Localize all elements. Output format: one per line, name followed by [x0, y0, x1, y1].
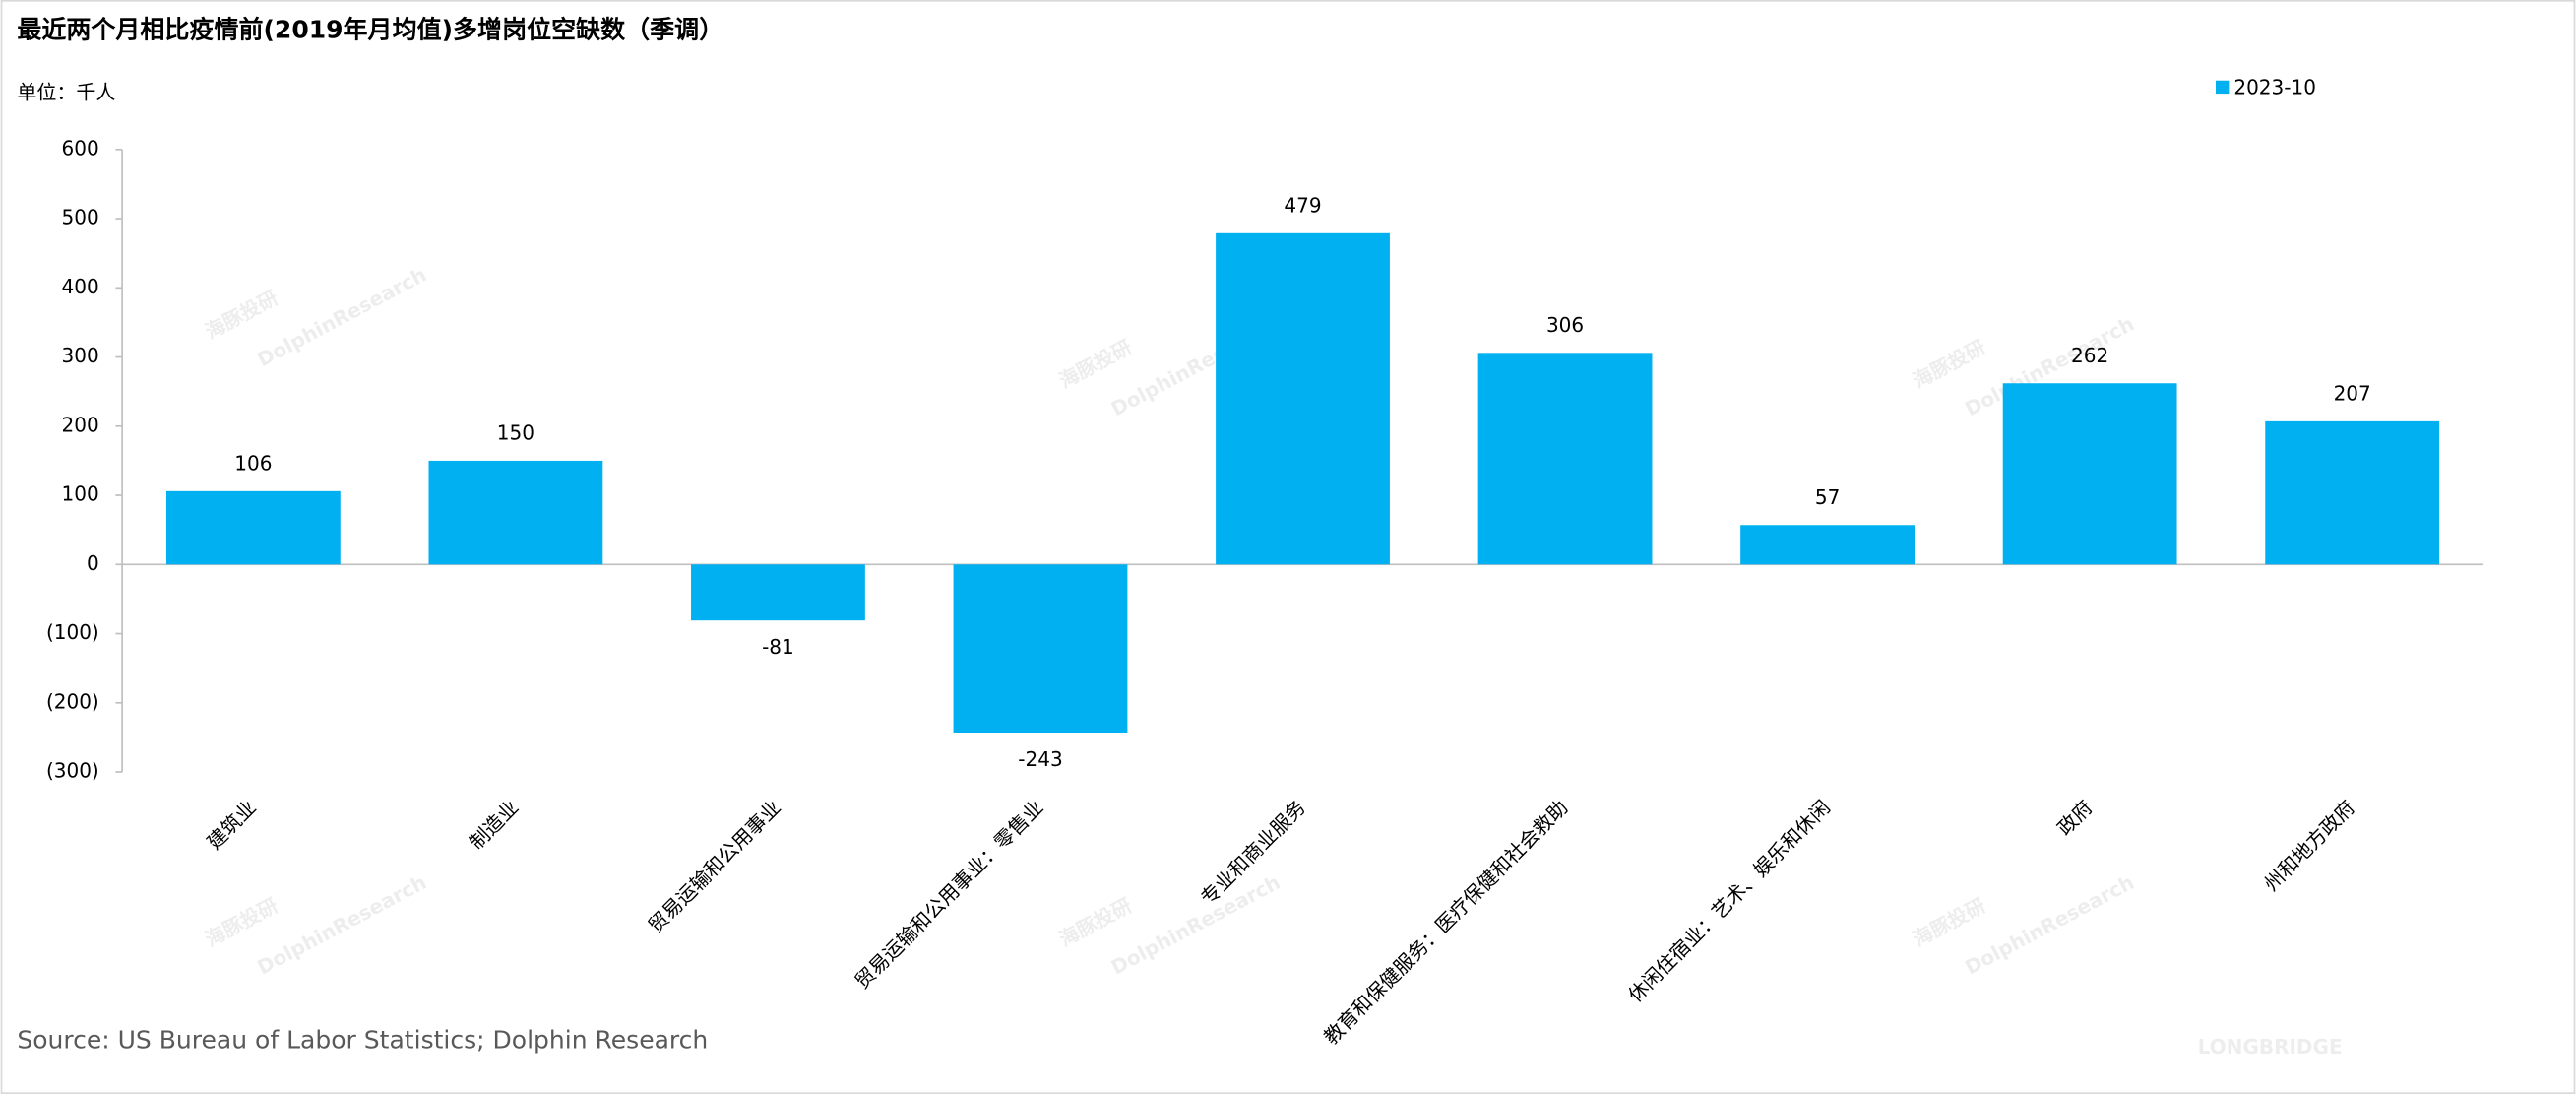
bar	[1216, 232, 1390, 565]
y-tick-label: 0	[87, 551, 99, 575]
bar	[2265, 420, 2440, 565]
y-tick-label: 200	[62, 413, 99, 436]
bar	[2002, 383, 2177, 565]
value-label: 57	[1815, 485, 1840, 509]
y-tick-label: (300)	[46, 759, 99, 783]
value-label: 262	[2071, 344, 2108, 367]
y-tick-label: 600	[62, 136, 99, 160]
y-tick-label: 300	[62, 344, 99, 367]
y-tick-label: 400	[62, 275, 99, 298]
y-axis-label: 单位：千人	[17, 81, 115, 104]
value-label: 479	[1284, 194, 1321, 218]
source: Source: US Bureau of Labor Statistics; D…	[17, 1026, 708, 1055]
bar	[953, 564, 1128, 733]
bar	[1740, 525, 1915, 565]
y-tick-label: (100)	[46, 620, 99, 644]
value-label: 306	[1546, 313, 1584, 337]
y-tick-label: 100	[62, 483, 99, 506]
value-label: 207	[2334, 382, 2371, 406]
bar	[165, 490, 341, 565]
y-tick-label: 500	[62, 206, 99, 229]
value-label: 150	[497, 421, 534, 445]
bar	[1477, 353, 1653, 565]
value-label: -243	[1018, 747, 1062, 771]
chart-title: 最近两个月相比疫情前(2019年月均值)多增岗位空缺数（季调）	[17, 16, 723, 44]
bar	[691, 564, 865, 621]
y-tick-label: (200)	[46, 689, 99, 713]
watermark: LONGBRIDGE	[2198, 1035, 2343, 1059]
value-label: 106	[234, 452, 272, 476]
value-label: -81	[762, 635, 794, 659]
legend-label: 2023-10	[2233, 76, 2316, 99]
bar	[428, 460, 603, 565]
legend-swatch	[2216, 80, 2230, 95]
